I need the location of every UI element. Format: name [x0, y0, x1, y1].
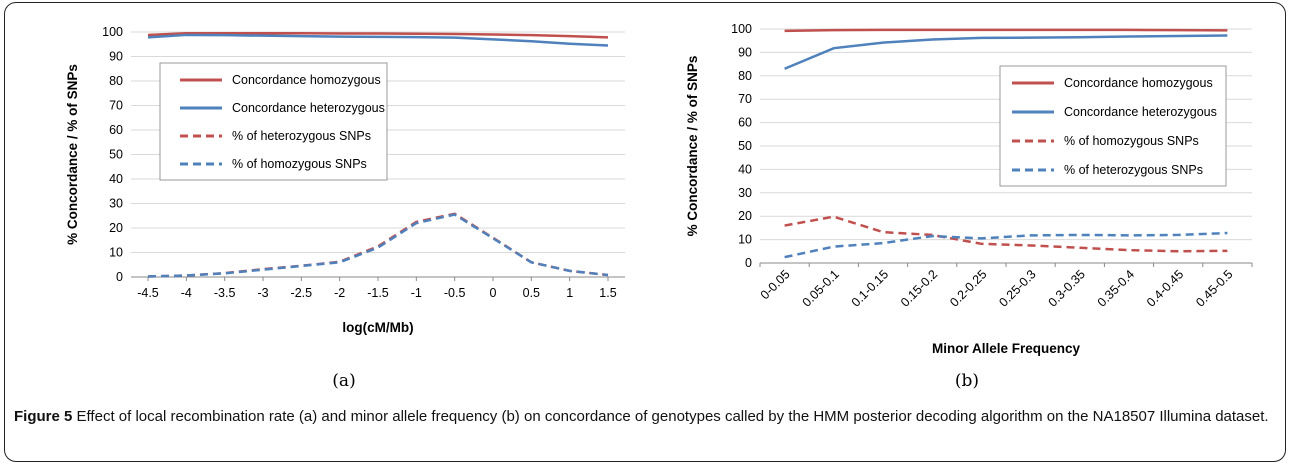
x-tick-label: -4.5: [137, 286, 159, 300]
y-axis-label: % Concordance / % of SNPs: [65, 64, 80, 245]
series-line: [784, 215, 1228, 253]
x-tick-label: 1.5: [599, 286, 616, 300]
x-tick-label: 0: [490, 286, 497, 300]
series-line: [147, 33, 609, 47]
x-axis-label: Minor Allele Frequency: [932, 341, 1081, 356]
legend-box: [999, 65, 1227, 187]
figure-frame: [4, 2, 1286, 462]
y-tick-label: 20: [738, 209, 752, 223]
series-line: [147, 212, 609, 278]
series-line: [784, 34, 1228, 70]
subfigure-label-a: (a): [332, 371, 355, 391]
y-tick-label: 100: [731, 22, 752, 36]
y-tick-label: 10: [109, 246, 123, 260]
x-tick-label: 0.45-0.5: [1193, 267, 1235, 309]
x-tick-label: 0.4-0.45: [1144, 267, 1186, 309]
x-axis-label: log(cM/Mb): [342, 320, 413, 335]
x-tick-label: -2: [334, 286, 345, 300]
legend-label: Concordance heterozygous: [1064, 105, 1217, 119]
legend-label: % of heterozygous SNPs: [232, 129, 371, 143]
legend-label: % of heterozygous SNPs: [1064, 163, 1203, 177]
y-tick-label: 50: [109, 148, 123, 162]
y-tick-label: 50: [738, 139, 752, 153]
y-tick-label: 70: [109, 99, 123, 113]
y-axis-label: % Concordance / % of SNPs: [685, 56, 700, 237]
y-tick-label: 0: [116, 270, 123, 284]
x-tick-label: 0.15-0.2: [898, 267, 940, 309]
x-tick-label: -0.5: [444, 286, 466, 300]
y-tick-label: 90: [738, 45, 752, 59]
x-tick-label: 0-0.05: [758, 267, 793, 302]
x-tick-label: 0.5: [523, 286, 540, 300]
chart-b: 0 10 20 30 40 50 60 70 80 90 100 0-0.05 0.05-0.1 0.1-…: [685, 22, 1253, 356]
y-tick-label: 80: [109, 74, 123, 88]
x-tick-label: -2.5: [291, 286, 313, 300]
x-tick-label: 0.3-0.35: [1046, 267, 1088, 309]
x-tick-label: 0.05-0.1: [800, 267, 842, 309]
x-tick-label: -1.5: [367, 286, 389, 300]
legend-label: Concordance heterozygous: [232, 101, 385, 115]
x-tick-label: 0.2-0.25: [947, 267, 989, 309]
y-tick-label: 20: [109, 221, 123, 235]
legend-label: Concordance homozygous: [232, 73, 381, 87]
x-tick-label: -3.5: [214, 286, 236, 300]
legend-label: % of homozygous SNPs: [1064, 134, 1199, 148]
y-tick-label: 0: [745, 256, 752, 270]
caption-figure-number: Figure 5: [14, 408, 73, 425]
y-tick-label: 70: [738, 92, 752, 106]
x-tick-label: 0.25-0.3: [996, 267, 1038, 309]
legend-box: [159, 62, 388, 181]
x-tick-label: 0.35-0.4: [1095, 267, 1137, 309]
legend-label: % of homozygous SNPs: [232, 157, 367, 171]
caption-text: Effect of local recombination rate (a) a…: [72, 408, 1269, 425]
series-line: [784, 28, 1228, 33]
y-tick-label: 40: [109, 172, 123, 186]
y-tick-label: 60: [109, 123, 123, 137]
y-tick-label: 60: [738, 116, 752, 130]
series-line: [147, 213, 609, 278]
figure-caption: Figure 5 Effect of local recombination r…: [14, 405, 1276, 428]
legend-label: Concordance homozygous: [1064, 76, 1213, 90]
y-tick-label: 100: [102, 25, 123, 39]
x-tick-label: 1: [566, 286, 573, 300]
y-tick-label: 80: [738, 69, 752, 83]
subfigure-label-b: (b): [955, 371, 979, 391]
y-tick-label: 30: [109, 197, 123, 211]
x-tick-label: -3: [257, 286, 268, 300]
y-tick-label: 30: [738, 186, 752, 200]
y-tick-label: 40: [738, 162, 752, 176]
x-tick-label: -4: [181, 286, 192, 300]
x-tick-label: -1: [411, 286, 422, 300]
series-line: [784, 231, 1228, 259]
y-tick-label: 10: [738, 233, 752, 247]
x-tick-label: 0.1-0.15: [849, 267, 891, 309]
y-tick-label: 90: [109, 50, 123, 64]
series-line: [147, 31, 609, 39]
